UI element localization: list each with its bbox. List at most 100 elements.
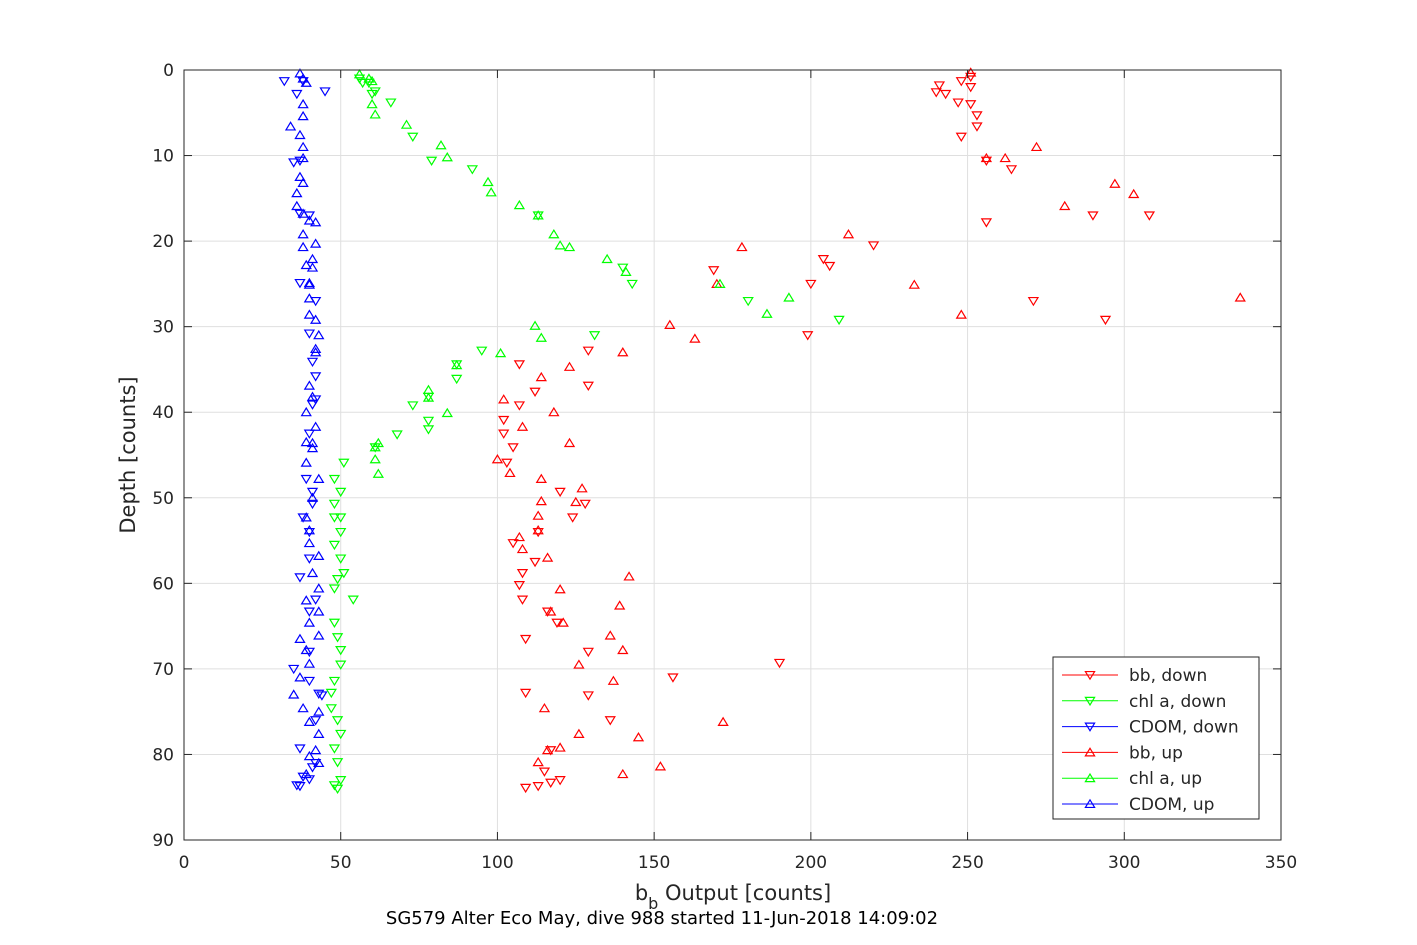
data-point [306, 487, 319, 498]
data-point [532, 210, 544, 220]
data-point [303, 750, 316, 761]
data-point [513, 360, 526, 370]
data-point [554, 487, 566, 498]
data-point [573, 659, 585, 669]
data-point [331, 575, 344, 585]
y-tick-label: 30 [152, 318, 174, 338]
data-point [306, 391, 319, 401]
x-tick-label: 300 [1108, 853, 1140, 873]
data-point [491, 453, 504, 464]
data-point [291, 200, 303, 211]
x-tick-label: 100 [481, 853, 513, 873]
data-point [573, 728, 585, 738]
data-point [535, 495, 547, 506]
data-point [294, 68, 306, 78]
data-point [319, 87, 331, 97]
data-point [513, 531, 526, 542]
data-point [297, 702, 309, 713]
data-point [623, 571, 635, 581]
legend-label: bb, up [1129, 743, 1183, 763]
data-point [535, 473, 547, 484]
data-point [303, 293, 316, 303]
data-point [331, 716, 344, 726]
data-point [930, 88, 942, 98]
data-point [407, 401, 419, 411]
y-tick-label: 70 [152, 660, 174, 680]
data-point [933, 81, 946, 91]
data-point [313, 583, 325, 593]
data-point [588, 331, 601, 341]
data-point [554, 776, 566, 786]
data-point [955, 77, 967, 87]
data-point [908, 279, 920, 289]
data-point [369, 453, 381, 464]
data-point [366, 89, 378, 100]
data-point [291, 781, 303, 791]
legend-marker [1084, 747, 1096, 757]
x-tick-label: 150 [638, 853, 670, 873]
data-point [300, 436, 312, 447]
data-point [335, 527, 347, 538]
data-point [554, 584, 566, 594]
data-point [761, 308, 773, 318]
data-point [300, 474, 312, 485]
data-point [548, 406, 560, 417]
data-point [372, 468, 384, 478]
data-point [391, 430, 403, 440]
legend-label: CDOM, down [1129, 718, 1239, 738]
y-tick-label: 0 [163, 61, 174, 81]
data-point [617, 768, 629, 779]
data-point [297, 152, 309, 163]
data-point [303, 607, 316, 617]
data-point [356, 78, 369, 89]
data-point [306, 763, 319, 773]
data-point [300, 77, 312, 87]
data-point [309, 216, 322, 227]
data-point [309, 314, 322, 324]
data-point [294, 782, 306, 792]
data-point [579, 499, 591, 510]
data-point [385, 98, 397, 108]
data-point [309, 238, 322, 248]
data-point [999, 152, 1011, 163]
data-point [300, 768, 312, 779]
data-point [952, 98, 964, 108]
data-point [294, 278, 306, 289]
data-point [309, 744, 322, 755]
data-point [297, 177, 309, 187]
data-point [422, 392, 435, 402]
data-point [604, 716, 616, 726]
data-point [626, 279, 638, 290]
data-point [313, 329, 325, 340]
data-point [335, 554, 347, 564]
data-point [532, 782, 544, 792]
data-point [466, 165, 479, 175]
series-5 [284, 68, 325, 779]
legend-marker [1084, 722, 1096, 732]
data-point [338, 569, 350, 579]
data-point [965, 72, 977, 83]
series-1 [325, 74, 845, 794]
data-point [288, 158, 300, 168]
data-point [294, 209, 306, 220]
data-point [570, 496, 582, 507]
data-point [617, 644, 629, 655]
data-point [601, 253, 613, 264]
data-point [617, 347, 629, 357]
legend-label: CDOM, up [1129, 795, 1214, 815]
data-point [309, 372, 322, 382]
data-point [328, 744, 341, 754]
data-point [516, 421, 529, 431]
y-tick-label: 40 [152, 403, 174, 423]
data-point [309, 343, 322, 353]
data-point [614, 600, 626, 610]
legend-label: bb, down [1129, 666, 1207, 686]
data-point [842, 228, 855, 239]
data-point [604, 630, 616, 640]
legend-marker [1084, 696, 1096, 707]
data-point [347, 595, 359, 605]
data-point [300, 457, 312, 467]
legend-marker [1084, 772, 1096, 783]
data-point [288, 664, 300, 675]
